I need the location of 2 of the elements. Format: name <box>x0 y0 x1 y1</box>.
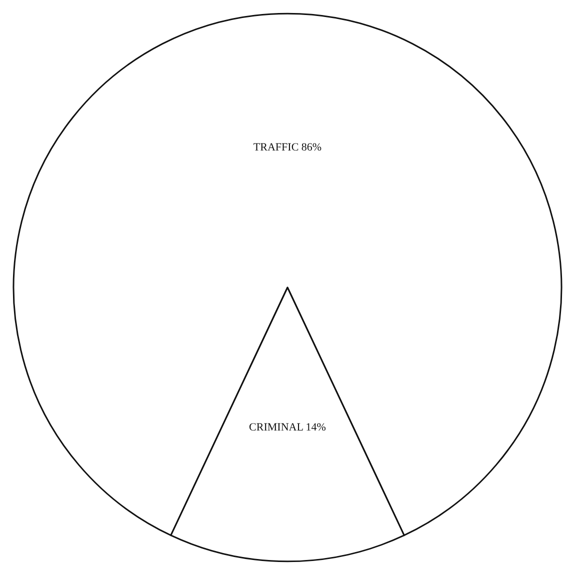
slice-label: TRAFFIC 86% <box>253 142 322 154</box>
slice-label: CRIMINAL 14% <box>249 421 326 434</box>
